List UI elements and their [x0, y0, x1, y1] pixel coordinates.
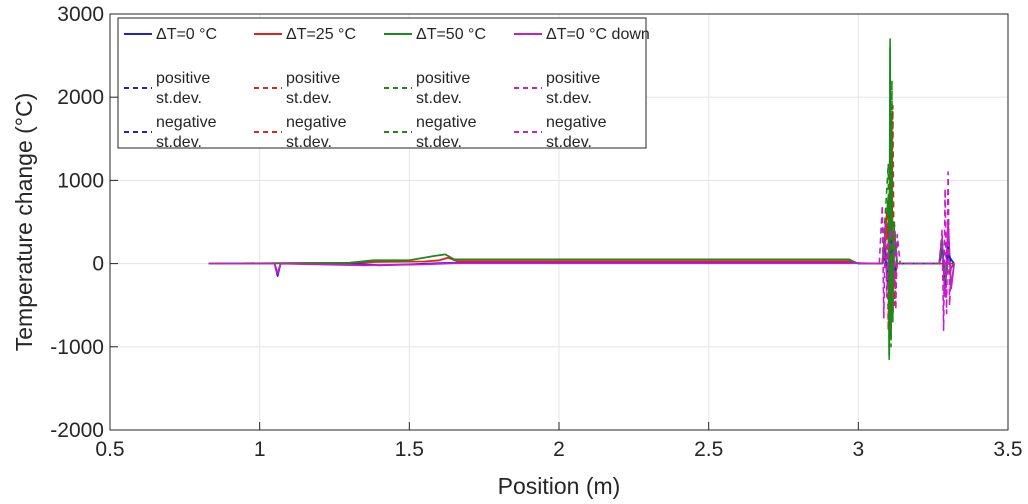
- x-tick-label: 0.5: [95, 438, 124, 461]
- legend-label-line: st.dev.: [546, 90, 592, 107]
- legend-label-line: positive: [416, 70, 470, 87]
- legend-label: positive st.dev.: [416, 70, 470, 107]
- series-line-green-dashed: [881, 38, 949, 361]
- legend-label: negative st.dev.: [286, 114, 347, 151]
- legend-label-line: ΔT=50 °C: [416, 26, 486, 43]
- y-tick-label: -1000: [50, 336, 104, 359]
- legend: ΔT=0 °C ΔT=25 °C ΔT=50 °C ΔT=0 °C down posit…: [117, 17, 650, 151]
- legend-label-line: negative: [156, 114, 217, 131]
- legend-label: ΔT=0 °C down: [546, 26, 650, 43]
- legend-label: ΔT=25 °C: [286, 26, 356, 43]
- x-tick-label: 3: [852, 438, 864, 461]
- y-axis-ticks: -2000 -1000 0 1000 2000 3000: [50, 3, 118, 442]
- x-axis-label: Position (m): [498, 473, 621, 499]
- legend-label-line: positive: [156, 70, 210, 87]
- series-lines: [208, 38, 955, 361]
- legend-label-line: negative: [286, 114, 347, 131]
- legend-label-line: ΔT=25 °C: [286, 26, 356, 43]
- x-tick-label: 3.5: [993, 438, 1022, 461]
- legend-label-line: positive: [546, 70, 600, 87]
- legend-label: ΔT=0 °C: [156, 26, 217, 43]
- y-tick-label: 3000: [57, 3, 104, 26]
- legend-box: [117, 17, 647, 149]
- y-tick-label: -2000: [50, 419, 104, 442]
- y-tick-label: 1000: [57, 169, 104, 192]
- legend-label-line: ΔT=0 °C down: [546, 26, 650, 43]
- x-tick-label: 1: [254, 438, 266, 461]
- legend-label-line: st.dev.: [416, 134, 462, 151]
- x-axis-ticks: 0.5 1 1.5 2 2.5 3 3.5: [95, 422, 1023, 461]
- legend-label: positive st.dev.: [546, 70, 600, 107]
- legend-label-line: st.dev.: [546, 134, 592, 151]
- x-tick-label: 2: [553, 438, 565, 461]
- legend-label: negative st.dev.: [156, 114, 217, 151]
- series-line-magenta-dashed: [878, 171, 952, 332]
- legend-label-line: st.dev.: [416, 90, 462, 107]
- legend-label: negative st.dev.: [546, 114, 607, 151]
- legend-label-line: st.dev.: [286, 90, 332, 107]
- y-tick-label: 2000: [57, 86, 104, 109]
- legend-label-line: st.dev.: [286, 134, 332, 151]
- x-tick-label: 1.5: [395, 438, 424, 461]
- y-tick-label: 0: [92, 253, 104, 276]
- legend-label-line: st.dev.: [156, 90, 202, 107]
- legend-label-line: negative: [546, 114, 607, 131]
- legend-label-line: negative: [416, 114, 477, 131]
- legend-label-line: positive: [286, 70, 340, 87]
- legend-label: positive st.dev.: [156, 70, 210, 107]
- y-axis-label: Temperature change (°C): [11, 93, 37, 351]
- x-tick-label: 2.5: [694, 438, 723, 461]
- legend-label-line: st.dev.: [156, 134, 202, 151]
- legend-label-line: ΔT=0 °C: [156, 26, 217, 43]
- legend-label: negative st.dev.: [416, 114, 477, 151]
- legend-label: positive st.dev.: [286, 70, 340, 107]
- legend-label: ΔT=50 °C: [416, 26, 486, 43]
